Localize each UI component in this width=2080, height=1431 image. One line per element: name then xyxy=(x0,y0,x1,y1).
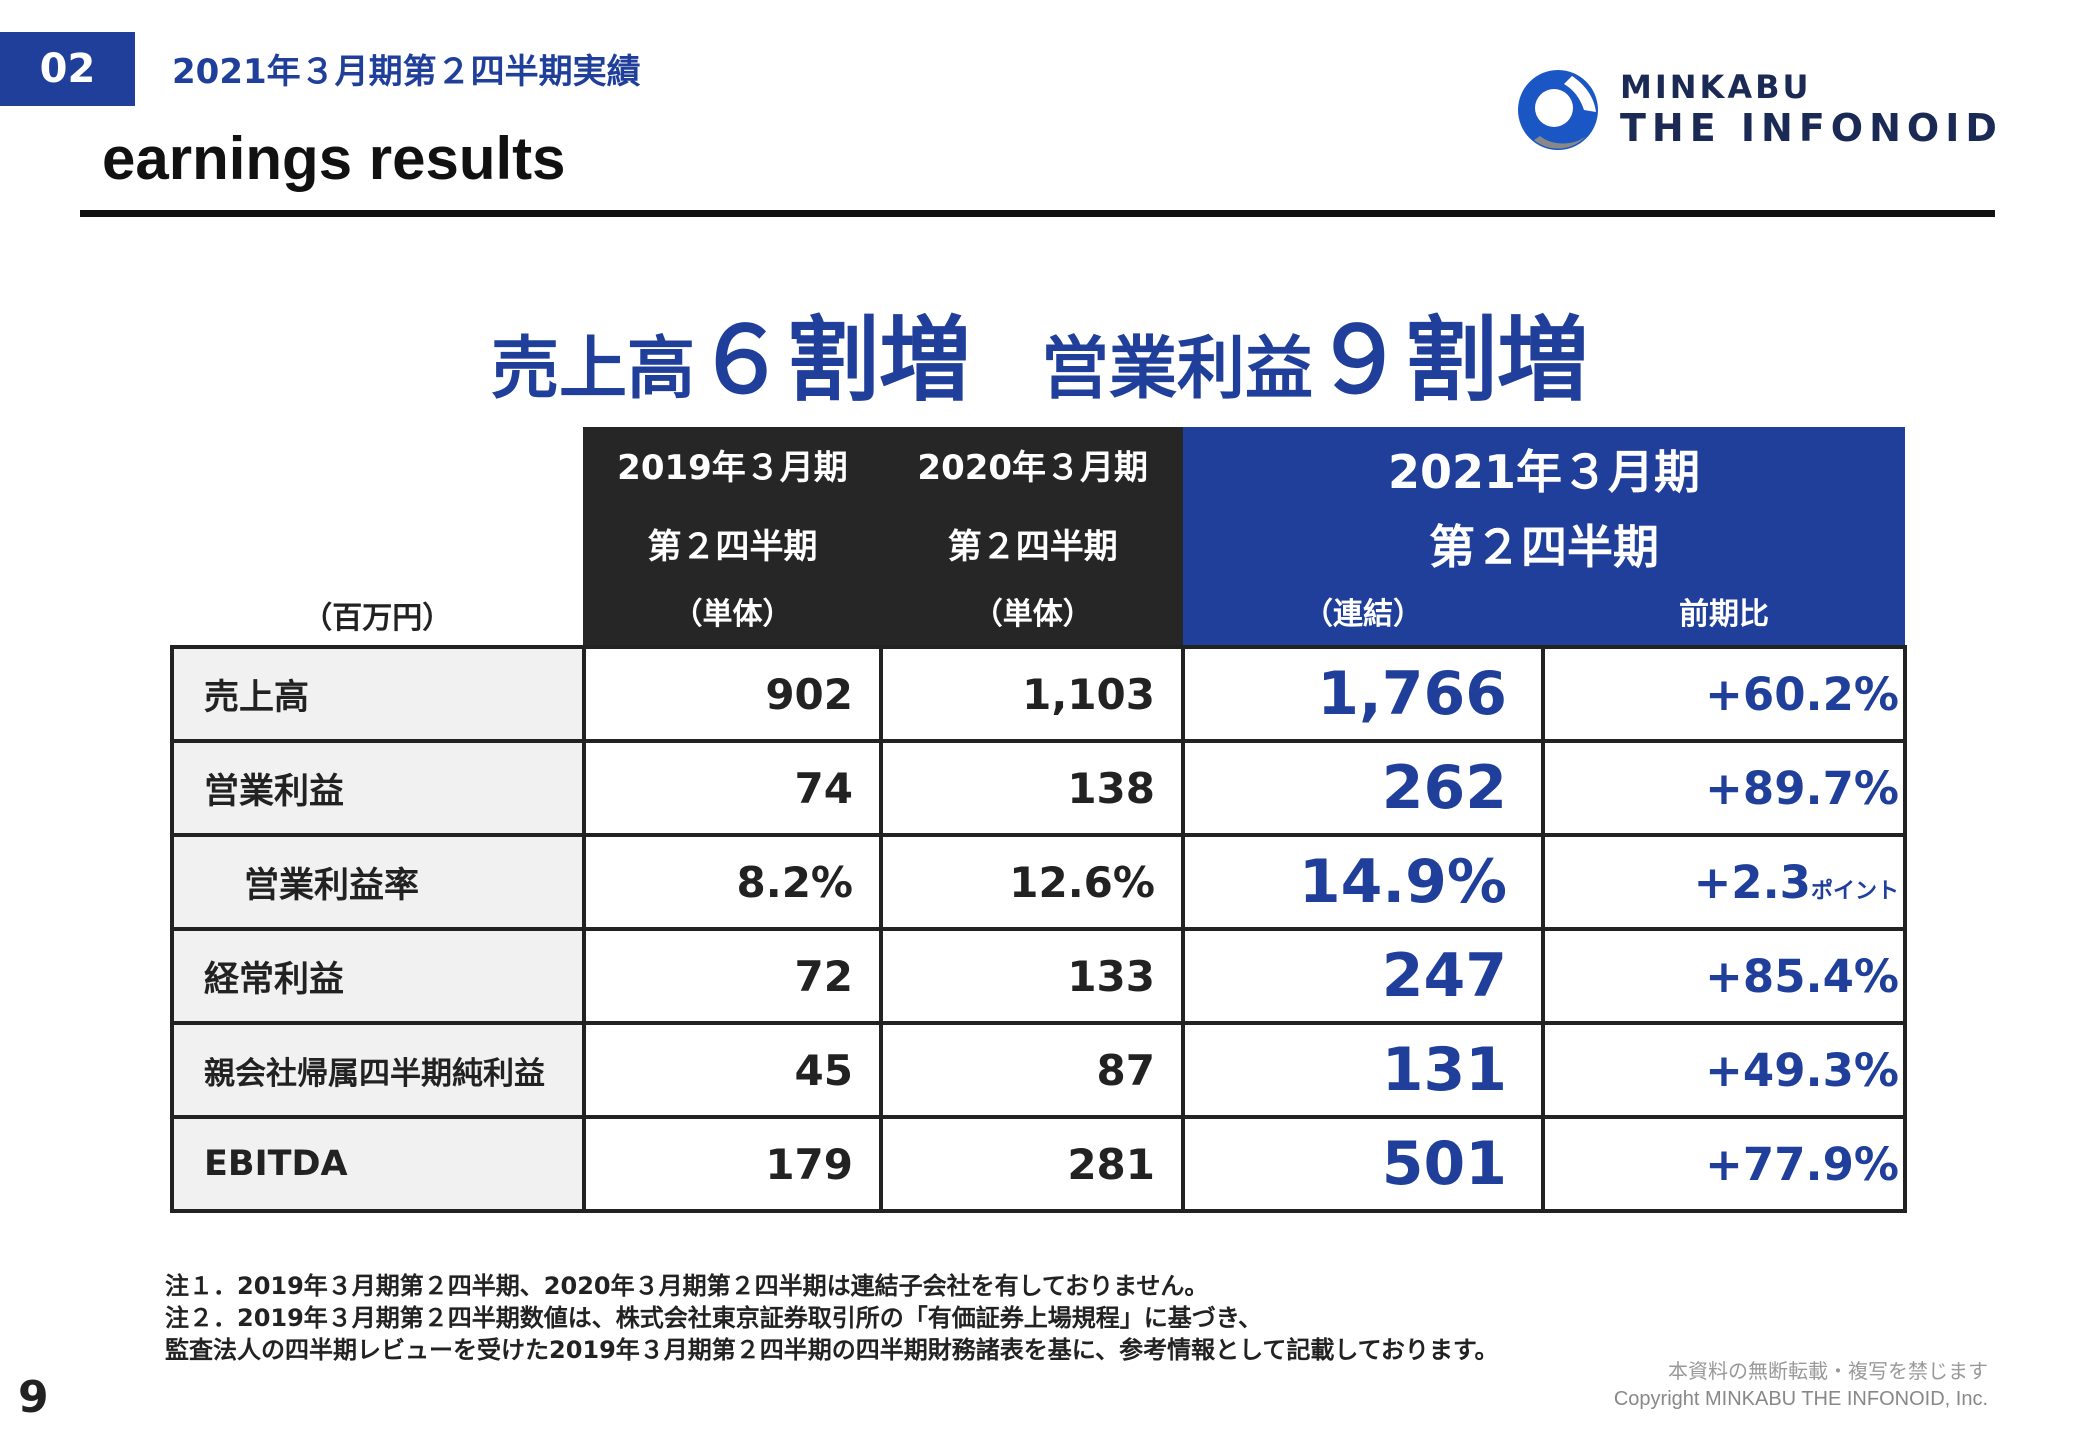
table-row-ebitda: EBITDA 179 281 501 +77.9% xyxy=(170,1115,1907,1213)
column-header-2019-year: 2019年３月期 xyxy=(617,448,848,488)
value-2019: 72 xyxy=(582,927,883,1025)
unit-label: （百万円） xyxy=(302,601,453,636)
value-2019: 45 xyxy=(582,1021,883,1119)
company-logo: MINKABU THE INFONOID xyxy=(1510,60,2010,160)
column-header-change: 前期比 xyxy=(1679,597,1769,632)
column-header-2021: 2021年３月期 第２四半期 （連結） 前期比 xyxy=(1183,427,1905,647)
value-change: +60.2% xyxy=(1541,645,1907,743)
minkabu-logo-icon xyxy=(1518,70,1598,150)
value-2020: 133 xyxy=(879,927,1185,1025)
value-change-unit: ポイント xyxy=(1810,878,1899,904)
headline-value-sales: ６割増 xyxy=(694,307,971,414)
row-label: 親会社帰属四半期純利益 xyxy=(170,1021,586,1119)
column-header-2021-basis: （連結） xyxy=(1303,597,1423,632)
value-2020: 138 xyxy=(879,739,1185,837)
value-2019: 8.2% xyxy=(582,833,883,931)
row-label: 営業利益 xyxy=(170,739,586,837)
footnotes: 注１．2019年３月期第２四半期、2020年３月期第２四半期は連結子会社を有して… xyxy=(165,1270,1499,1366)
headline-label-op-profit: 営業利益 xyxy=(1041,330,1314,409)
value-2021: 14.9% xyxy=(1181,833,1545,931)
value-change: +89.7% xyxy=(1541,739,1907,837)
row-label: 売上高 xyxy=(170,645,586,743)
logo-text-infonoid: THE INFONOID xyxy=(1620,106,2003,150)
table-row-operating-margin: 営業利益率 8.2% 12.6% 14.9% +2.3ポイント xyxy=(170,833,1907,931)
value-change: +77.9% xyxy=(1541,1115,1907,1213)
table-row-operating-profit: 営業利益 74 138 262 +89.7% xyxy=(170,739,1907,837)
value-change: +49.3% xyxy=(1541,1021,1907,1119)
column-header-2020: 2020年３月期 第２四半期 （単体） xyxy=(879,427,1183,647)
value-2021: 247 xyxy=(1181,927,1545,1025)
row-label: 営業利益率 xyxy=(170,833,586,931)
column-header-2019-quarter: 第２四半期 xyxy=(647,527,818,567)
column-header-2021-quarter: 第２四半期 xyxy=(1429,520,1659,574)
results-table: （百万円） 2019年３月期 第２四半期 （単体） 2020年３月期 第２四半期… xyxy=(170,427,1907,1213)
headline: 売上高６割増 営業利益９割増 xyxy=(0,286,2080,419)
value-2020: 281 xyxy=(879,1115,1185,1213)
header-title: 2021年３月期第２四半期実績 xyxy=(172,52,641,92)
footnote-3: 監査法人の四半期レビューを受けた2019年３月期第２四半期の四半期財務諸表を基に… xyxy=(165,1336,1499,1364)
table-row-sales: 売上高 902 1,103 1,766 +60.2% xyxy=(170,645,1907,743)
column-header-2019: 2019年３月期 第２四半期 （単体） xyxy=(582,427,881,647)
column-header-2020-basis: （単体） xyxy=(972,597,1093,632)
column-header-2020-quarter: 第２四半期 xyxy=(947,527,1118,567)
logo-text-minkabu: MINKABU xyxy=(1620,68,1812,106)
copyright-notice: 本資料の無断転載・複写を禁じます xyxy=(1668,1359,1988,1383)
page-heading: earnings results xyxy=(102,125,566,192)
footnote-1: 注１．2019年３月期第２四半期、2020年３月期第２四半期は連結子会社を有して… xyxy=(165,1272,1209,1300)
section-number-badge: 02 xyxy=(0,32,135,106)
value-2020: 87 xyxy=(879,1021,1185,1119)
value-change: +2.3ポイント xyxy=(1541,833,1907,931)
copyright: Copyright MINKABU THE INFONOID, Inc. xyxy=(1613,1388,1988,1410)
table-row-ordinary-profit: 経常利益 72 133 247 +85.4% xyxy=(170,927,1907,1025)
value-change: +85.4% xyxy=(1541,927,1907,1025)
value-2021: 1,766 xyxy=(1181,645,1545,743)
footnote-2: 注２．2019年３月期第２四半期数値は、株式会社東京証券取引所の「有価証券上場規… xyxy=(165,1304,1263,1332)
value-2019: 179 xyxy=(582,1115,883,1213)
value-2020: 1,103 xyxy=(879,645,1185,743)
results-table-wrapper: （百万円） 2019年３月期 第２四半期 （単体） 2020年３月期 第２四半期… xyxy=(170,427,1907,1213)
headline-label-sales: 売上高 xyxy=(490,330,695,409)
table-row-net-income: 親会社帰属四半期純利益 45 87 131 +49.3% xyxy=(170,1021,1907,1119)
value-2021: 501 xyxy=(1181,1115,1545,1213)
column-header-2020-year: 2020年３月期 xyxy=(917,448,1149,488)
headline-value-op-profit: ９割増 xyxy=(1313,307,1590,414)
value-2020: 12.6% xyxy=(879,833,1185,931)
column-header-2021-year: 2021年３月期 xyxy=(1387,445,1701,499)
row-label: 経常利益 xyxy=(170,927,586,1025)
value-2019: 902 xyxy=(582,645,883,743)
value-2021: 131 xyxy=(1181,1021,1545,1119)
value-2021: 262 xyxy=(1181,739,1545,837)
page-number: 9 xyxy=(18,1372,49,1423)
value-2019: 74 xyxy=(582,739,883,837)
column-header-2019-basis: （単体） xyxy=(672,597,793,632)
row-label: EBITDA xyxy=(170,1115,586,1213)
value-change-number: +2.3 xyxy=(1693,855,1811,909)
heading-divider xyxy=(80,210,1995,217)
